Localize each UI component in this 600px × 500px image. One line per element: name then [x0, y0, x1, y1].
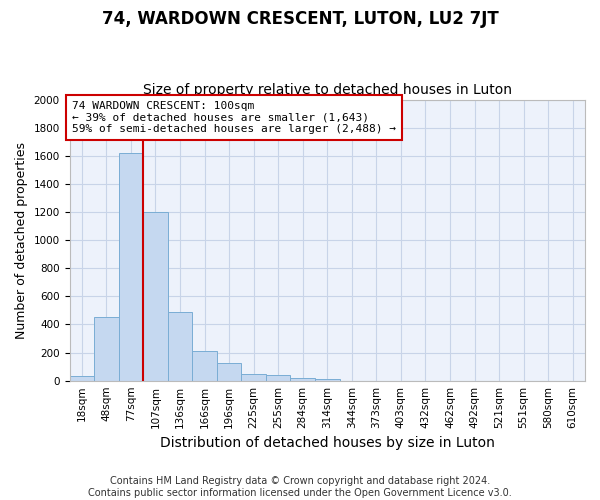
Text: 74, WARDOWN CRESCENT, LUTON, LU2 7JT: 74, WARDOWN CRESCENT, LUTON, LU2 7JT: [101, 10, 499, 28]
Y-axis label: Number of detached properties: Number of detached properties: [15, 142, 28, 338]
Text: 74 WARDOWN CRESCENT: 100sqm
← 39% of detached houses are smaller (1,643)
59% of : 74 WARDOWN CRESCENT: 100sqm ← 39% of det…: [72, 101, 396, 134]
Bar: [168, 312, 192, 380]
Bar: [70, 376, 94, 380]
Bar: [315, 378, 340, 380]
Bar: [217, 363, 241, 380]
Bar: [266, 375, 290, 380]
Bar: [290, 378, 315, 380]
Title: Size of property relative to detached houses in Luton: Size of property relative to detached ho…: [143, 83, 512, 97]
Bar: [192, 351, 217, 380]
Bar: [241, 374, 266, 380]
Bar: [94, 318, 119, 380]
Text: Contains HM Land Registry data © Crown copyright and database right 2024.
Contai: Contains HM Land Registry data © Crown c…: [88, 476, 512, 498]
Bar: [143, 212, 168, 380]
Bar: [119, 153, 143, 380]
X-axis label: Distribution of detached houses by size in Luton: Distribution of detached houses by size …: [160, 436, 495, 450]
